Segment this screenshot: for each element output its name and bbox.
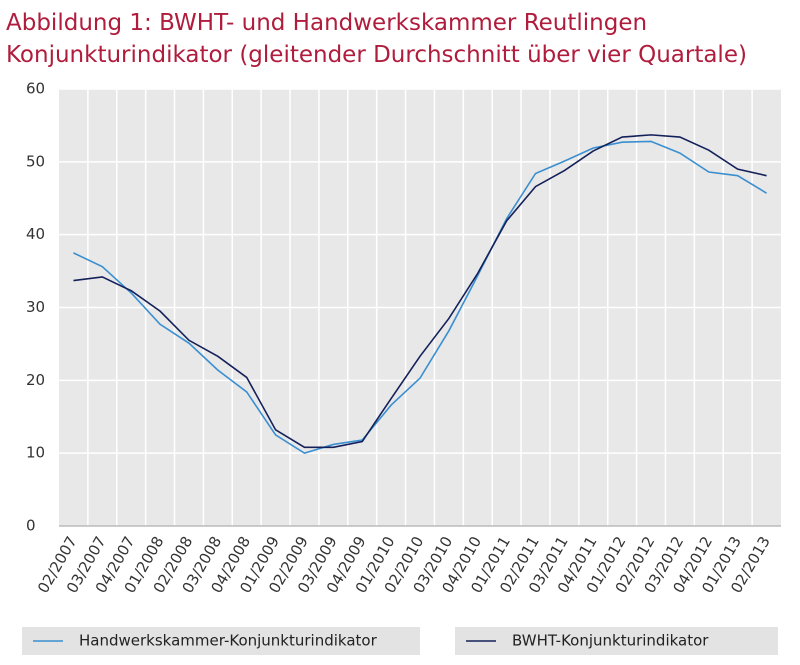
y-tick-label: 0 — [26, 517, 36, 535]
legend-box — [22, 627, 420, 655]
y-tick-label: 60 — [26, 80, 45, 98]
y-tick-label: 10 — [26, 444, 45, 462]
y-tick-label: 40 — [26, 225, 45, 243]
chart-subtitle: Konjunkturindikator (gleitender Durchsch… — [6, 42, 747, 68]
y-tick-label: 30 — [26, 298, 45, 316]
y-tick-label: 50 — [26, 152, 45, 170]
chart-title: Abbildung 1: BWHT- und Handwerkskammer R… — [6, 10, 647, 36]
series-line — [73, 134, 767, 449]
legend-label: BWHT-Konjunkturindikator — [512, 632, 709, 650]
y-tick-label: 20 — [26, 371, 45, 389]
legend-label: Handwerkskammer-Konjunkturindikator — [79, 632, 378, 650]
legend-box — [455, 627, 778, 655]
series-line — [73, 140, 767, 455]
